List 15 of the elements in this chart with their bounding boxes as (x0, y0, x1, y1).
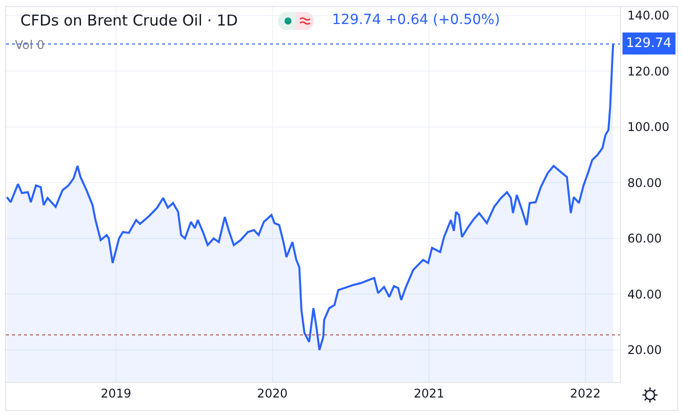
y-tick-label: 140.00 (627, 8, 670, 23)
annotation: Vol 0 (15, 38, 44, 52)
annotation: 129.74 +0.64 (+0.50%) (332, 12, 500, 28)
chart-title: CFDs on Brent Crude Oil · 1D (20, 11, 238, 30)
x-tick-label: 2021 (414, 386, 444, 400)
y-tick-label: 20.00 (627, 343, 662, 358)
y-tick-label: 60.00 (627, 232, 662, 246)
ref-line-label: 129.74 (626, 36, 672, 51)
y-tick-label: 100.00 (627, 120, 670, 134)
x-tick-label: 2022 (570, 386, 601, 400)
y-tick-label: 80.00 (627, 176, 662, 190)
x-tick-label: 2020 (257, 386, 288, 400)
x-tick-label: 2019 (100, 386, 132, 400)
y-tick-label: 120.00 (627, 64, 670, 78)
y-tick-label: 40.00 (627, 287, 662, 302)
